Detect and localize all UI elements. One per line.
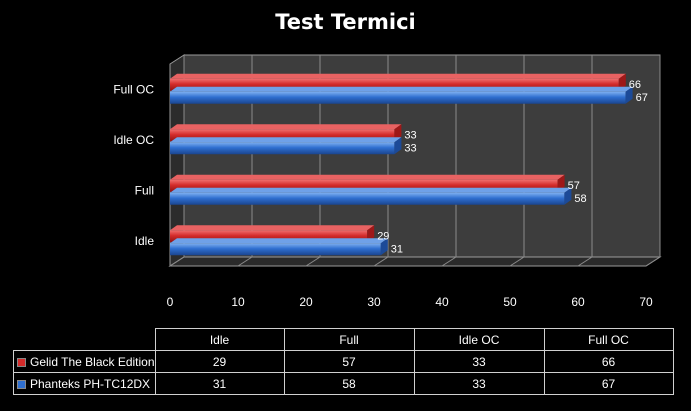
floor-gridline xyxy=(645,256,661,267)
bar xyxy=(170,238,388,256)
data-table-cell: 57 xyxy=(283,350,415,373)
data-table-cell: 33 xyxy=(413,372,545,395)
data-table-corner xyxy=(14,329,156,351)
y-category-label: Idle OC xyxy=(113,133,154,147)
y-category-label: Full xyxy=(135,183,154,197)
y-category-label: Idle xyxy=(135,234,155,248)
series-name-cell: Gelid The Black Edition xyxy=(13,350,156,373)
x-tick-label: 70 xyxy=(639,295,653,309)
bar-front-face xyxy=(170,91,626,104)
floor-gridline xyxy=(577,256,593,267)
data-label: 29 xyxy=(377,230,389,242)
bar xyxy=(170,187,572,205)
bar-end-face xyxy=(618,73,626,91)
chart-title: Test Termici xyxy=(275,10,416,34)
legend-key-blue xyxy=(17,379,26,389)
series-name-cell: Phanteks PH-TC12DX xyxy=(13,372,156,395)
bar-top-face xyxy=(170,86,633,92)
data-label: 58 xyxy=(574,193,586,205)
bar-end-face xyxy=(564,187,572,205)
bar-end-face xyxy=(367,225,375,243)
bar-top-face xyxy=(170,137,402,143)
bar-top-face xyxy=(170,174,565,180)
bar-end-face xyxy=(394,137,402,155)
x-tick-label: 50 xyxy=(503,295,517,309)
bar-front-face xyxy=(170,243,381,256)
data-label: 66 xyxy=(629,79,641,91)
bar xyxy=(170,86,633,104)
bar xyxy=(170,137,402,155)
x-tick-label: 20 xyxy=(299,295,313,309)
data-table-header-row: Idle Full Idle OC Full OC xyxy=(14,328,674,351)
bar-front-face xyxy=(170,192,565,205)
x-tick-label: 40 xyxy=(435,295,449,309)
data-table-cell: 31 xyxy=(154,372,285,395)
bar-end-face xyxy=(380,238,388,256)
legend-key-red xyxy=(17,357,26,367)
y-category-label: Full OC xyxy=(113,82,154,96)
floor-gridline xyxy=(441,256,457,267)
data-label: 31 xyxy=(391,243,403,255)
data-label: 67 xyxy=(636,92,648,104)
bar-top-face xyxy=(170,187,572,193)
floor-gridline xyxy=(373,256,389,267)
floor-gridline xyxy=(237,256,253,267)
data-table-header: Full OC xyxy=(543,328,674,351)
data-table-row-series-2: Phanteks PH-TC12DX 31 58 33 67 xyxy=(13,372,674,395)
floor-gridline xyxy=(509,256,525,267)
bar-top-face xyxy=(170,124,402,130)
x-tick-label: 30 xyxy=(367,295,381,309)
bar-top-face xyxy=(170,225,375,231)
data-label: 33 xyxy=(404,142,416,154)
data-table-cell: 66 xyxy=(543,350,674,373)
data-table-header: Full xyxy=(283,328,415,351)
floor-gridline xyxy=(169,256,185,267)
floor-gridline xyxy=(305,256,321,267)
data-table-cell: 29 xyxy=(154,350,285,373)
bar-end-face xyxy=(394,124,402,142)
bar-front-face xyxy=(170,142,395,155)
bar-top-face xyxy=(170,73,626,79)
data-table-header: Idle OC xyxy=(413,328,545,351)
data-label: 57 xyxy=(568,180,580,192)
bar-end-face xyxy=(625,86,633,104)
data-table-cell: 58 xyxy=(283,372,415,395)
plot-floor xyxy=(168,256,662,267)
x-tick-label: 10 xyxy=(231,295,245,309)
x-tick-label: 0 xyxy=(167,295,174,309)
data-table-cell: 67 xyxy=(543,372,674,395)
data-table-header: Idle xyxy=(154,328,285,351)
bar-end-face xyxy=(557,174,565,192)
series-name: Phanteks PH-TC12DX xyxy=(30,376,151,391)
x-tick-label: 60 xyxy=(571,295,585,309)
bar-top-face xyxy=(170,238,388,244)
data-label: 33 xyxy=(404,129,416,141)
series-name: Gelid The Black Edition xyxy=(30,354,155,369)
data-table: Idle Full Idle OC Full OC Gelid The Blac… xyxy=(13,328,674,395)
bars xyxy=(170,73,633,256)
data-table-cell: 33 xyxy=(413,350,545,373)
data-table-row-series-1: Gelid The Black Edition 29 57 33 66 xyxy=(13,350,674,373)
